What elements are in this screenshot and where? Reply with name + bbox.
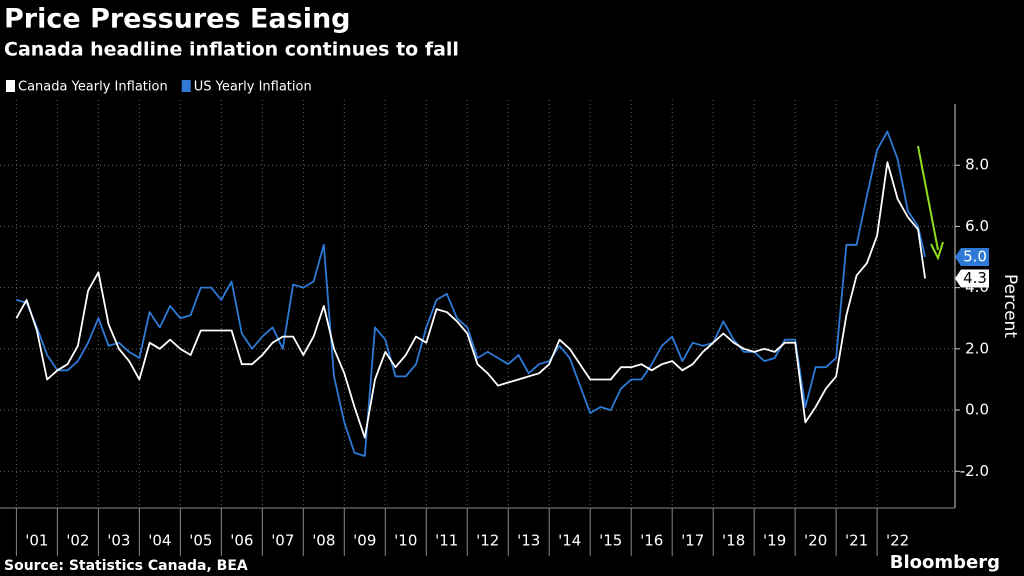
y-tick-label: 0.0: [965, 401, 989, 419]
value-label: 4.3: [955, 269, 989, 288]
value-label-box: [955, 248, 989, 267]
x-tick-label: '08: [312, 532, 335, 550]
x-tick-label: '14: [558, 532, 581, 550]
x-tick-label: '16: [640, 532, 663, 550]
x-tick-label: '19: [763, 532, 786, 550]
x-tick-label: '11: [435, 532, 458, 550]
x-tick-label: '06: [230, 532, 253, 550]
y-tick-label: 8.0: [965, 156, 989, 174]
source: Source: Statistics Canada, BEA: [4, 558, 248, 574]
series-line: [16, 130, 926, 457]
legend-swatch: [6, 80, 15, 92]
x-tick-label: '21: [845, 532, 868, 550]
legend-swatch: [181, 80, 191, 92]
annotation-arrowhead: [930, 241, 944, 261]
x-tick-label: '17: [681, 532, 704, 550]
x-tick-label: '20: [804, 532, 827, 550]
value-label-text: 5.0: [963, 248, 987, 266]
x-tick-label: '05: [189, 532, 212, 550]
chart-subtitle: Canada headline inflation continues to f…: [4, 39, 459, 61]
x-tick-label: '03: [107, 532, 130, 550]
y-tick-label: 6.0: [965, 217, 989, 235]
x-tick-label: '15: [599, 532, 622, 550]
x-tick-label: '02: [66, 532, 89, 550]
y-tick-label: 2.0: [965, 339, 989, 357]
value-label-text: 4.3: [963, 269, 987, 287]
annotation-arrow: [917, 145, 939, 251]
y-axis-title: Percent: [1000, 274, 1020, 338]
series-line: [15, 161, 926, 439]
value-label-box: [955, 269, 989, 288]
x-tick-label: '13: [517, 532, 540, 550]
chart-title: Price Pressures Easing: [4, 4, 351, 35]
x-tick-label: '04: [148, 532, 171, 550]
x-tick-label: '09: [353, 532, 376, 550]
y-tick-label: -2.0: [960, 462, 989, 480]
value-label: 5.0: [955, 248, 989, 267]
brand: Bloomberg: [890, 552, 1000, 573]
x-tick-label: '12: [476, 532, 499, 550]
x-tick-label: '07: [271, 532, 294, 550]
legend-label: US Yearly Inflation: [194, 80, 312, 95]
x-tick-label: '18: [722, 532, 745, 550]
legend-label: Canada Yearly Inflation: [18, 80, 168, 95]
x-tick-label: '10: [394, 532, 417, 550]
x-tick-label: '22: [886, 532, 909, 550]
x-tick-label: '01: [25, 532, 48, 550]
